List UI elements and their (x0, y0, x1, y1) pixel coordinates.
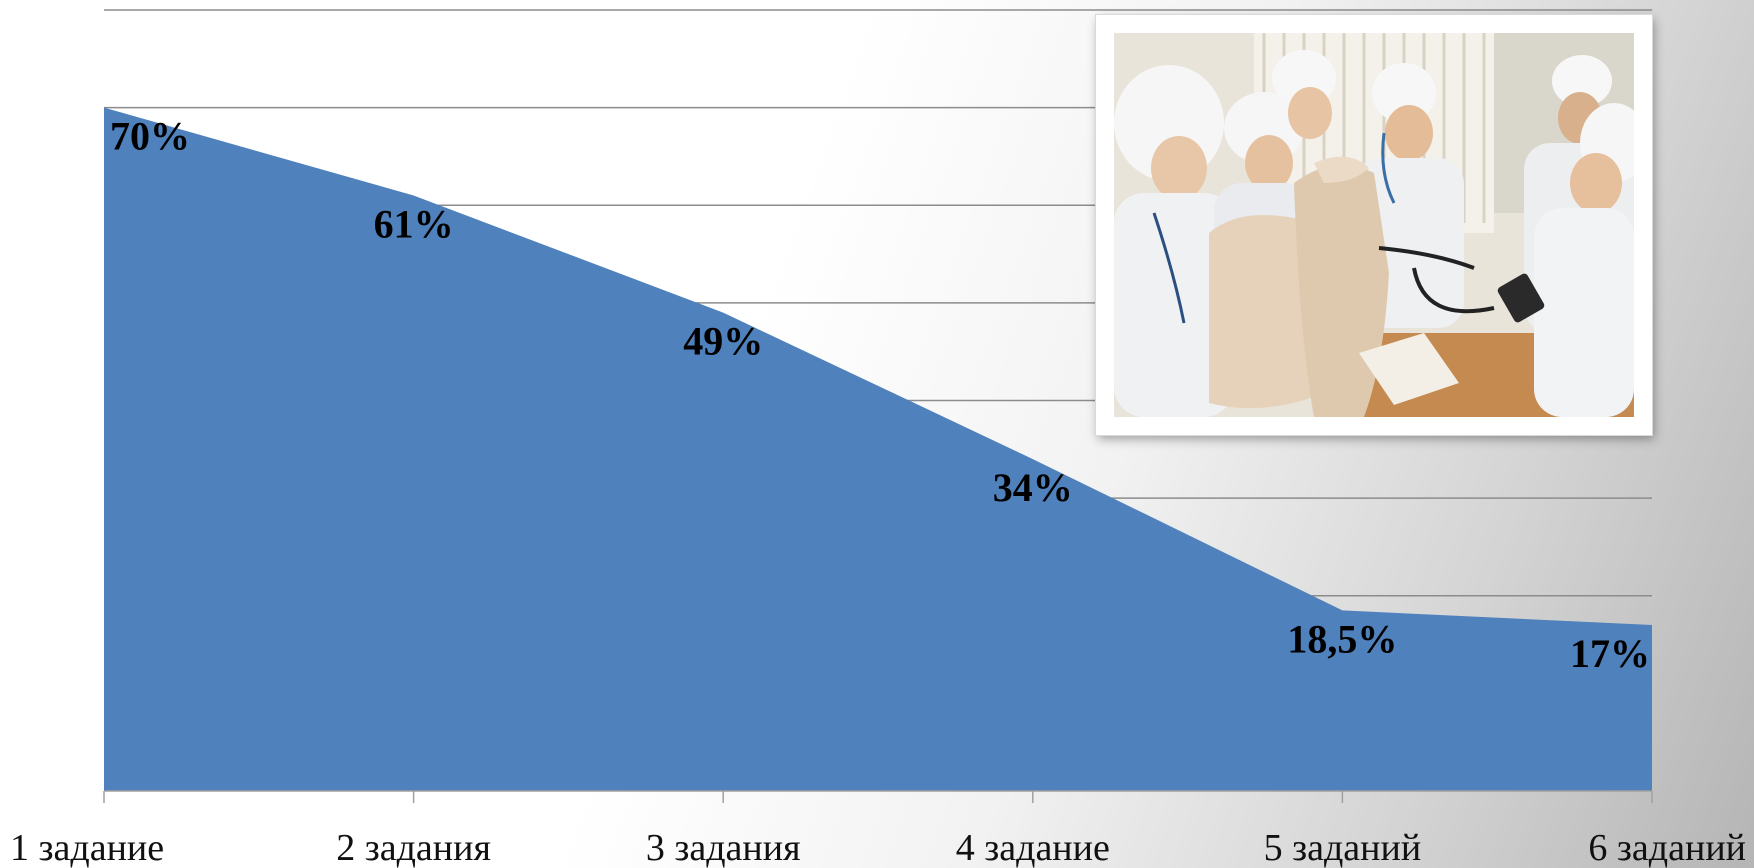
area-series (104, 107, 1652, 791)
data-label: 18,5% (1287, 616, 1397, 661)
x-tick-label: 4 задание (956, 827, 1110, 868)
x-tick-label: 6 заданий (1588, 827, 1746, 868)
area-series-fill (104, 107, 1652, 791)
photo-frame (1096, 15, 1652, 435)
students-manikin-photo (1114, 33, 1634, 417)
data-label: 34% (993, 465, 1073, 510)
x-axis: 1 задание 2 задания 3 задания 4 задание 5 за… (10, 790, 1746, 868)
data-label: 61% (374, 201, 454, 246)
x-tick-label: 3 задания (646, 827, 801, 868)
data-labels: 70% 61% 49% 34% 18,5% 17% (110, 114, 1650, 676)
data-label: 70% (110, 114, 190, 159)
x-tick-label: 1 задание (10, 827, 164, 868)
data-label: 49% (683, 319, 763, 364)
x-tick-label: 5 заданий (1264, 827, 1422, 868)
x-tick-label: 2 задания (336, 827, 491, 868)
data-label: 17% (1570, 631, 1650, 676)
